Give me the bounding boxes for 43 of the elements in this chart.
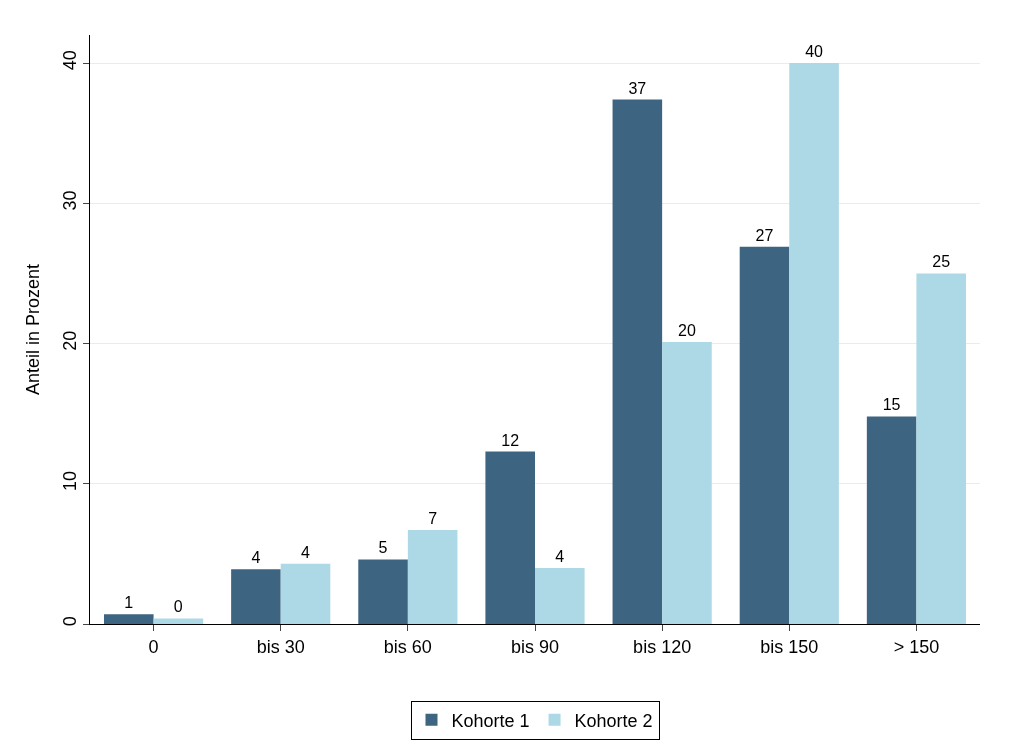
bar [662, 342, 712, 624]
bar [485, 451, 535, 624]
data-label: 12 [501, 431, 520, 449]
data-label: 4 [251, 549, 261, 567]
x-tick-label: > 150 [893, 636, 940, 657]
data-label: 5 [378, 539, 388, 557]
legend-label: Kohorte 1 [451, 710, 530, 731]
x-tick-label: bis 150 [760, 636, 819, 657]
x-tick-label: 0 [148, 636, 159, 657]
y-tick-label: 0 [59, 616, 80, 627]
y-axis-title: Anteil in Prozent [23, 263, 43, 396]
data-label: 15 [882, 396, 901, 414]
data-label: 27 [755, 226, 774, 244]
data-label: 4 [301, 543, 311, 561]
data-label: 20 [677, 322, 696, 340]
bar [866, 416, 917, 624]
bar [280, 563, 331, 624]
y-tick-label: 20 [59, 330, 80, 351]
bar [789, 63, 839, 624]
data-label: 4 [555, 547, 565, 565]
bar [358, 559, 408, 624]
legend-label: Kohorte 2 [574, 710, 653, 731]
bar [103, 614, 154, 624]
x-tick-label: bis 30 [256, 636, 305, 657]
bar [231, 569, 281, 624]
data-label: 40 [805, 43, 824, 61]
data-label: 37 [628, 79, 647, 97]
data-label: 25 [932, 253, 951, 271]
bar [739, 246, 790, 624]
x-tick-label: bis 60 [383, 636, 432, 657]
bar [916, 273, 967, 624]
x-tick-label: bis 120 [633, 636, 692, 657]
y-tick-label: 40 [59, 50, 80, 71]
data-label: 1 [124, 594, 134, 612]
bar [153, 618, 204, 624]
y-tick-label: 30 [59, 190, 80, 211]
bar [535, 567, 585, 624]
data-label: 7 [428, 510, 438, 528]
y-tick-label: 10 [59, 471, 80, 492]
data-label: 0 [173, 598, 183, 616]
bar [612, 99, 663, 624]
bar [407, 530, 458, 624]
x-tick-label: bis 90 [510, 636, 560, 657]
